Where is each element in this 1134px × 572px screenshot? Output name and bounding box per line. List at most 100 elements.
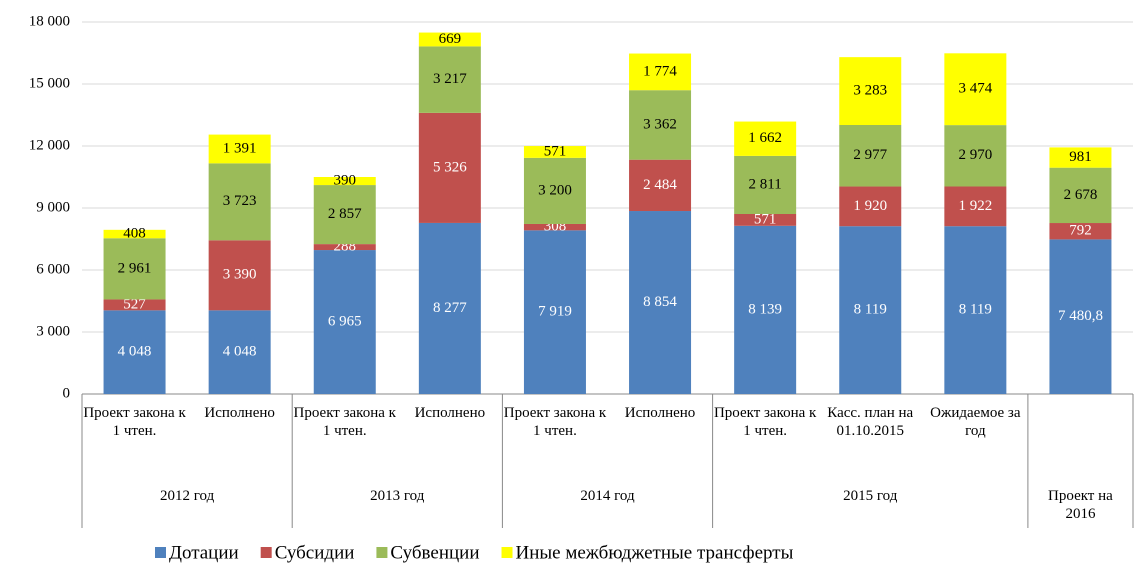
bar-segment [208, 310, 271, 394]
bar-segment [418, 46, 481, 113]
value-label: 1 662 [748, 130, 782, 146]
x-tick-label: Исполнено [624, 405, 696, 421]
bar-segment [103, 310, 166, 394]
bar-segment [208, 134, 271, 164]
value-label: 3 723 [223, 193, 257, 209]
value-label: 1 774 [643, 63, 677, 79]
legend-swatch [376, 547, 388, 558]
bar-segment [944, 186, 1007, 227]
bar-segment [629, 211, 692, 394]
y-tick-label: 6 000 [36, 261, 70, 277]
value-label: 8 139 [748, 301, 782, 317]
bar-segment [1049, 147, 1112, 168]
bar-segment [944, 125, 1007, 187]
bar-segment [523, 146, 586, 158]
value-label: 981 [1069, 149, 1092, 165]
value-label: 3 217 [433, 71, 467, 87]
y-tick-label: 15 000 [29, 75, 70, 91]
value-label: 2 678 [1064, 187, 1098, 203]
value-label: 792 [1069, 223, 1092, 239]
value-label: 8 854 [643, 294, 677, 310]
group-label: 2013 год [370, 488, 425, 504]
x-tick-label: Ожидаемое за год [930, 405, 1021, 439]
bar-segment [839, 226, 902, 394]
value-label: 6 965 [328, 313, 362, 329]
bar-segment [839, 186, 902, 227]
x-tick-label: Проект закона к 1 чтен. [83, 405, 186, 439]
value-label: 408 [123, 225, 146, 241]
bar-segment [313, 250, 376, 394]
value-label: 3 200 [538, 182, 572, 198]
value-label: 3 283 [853, 83, 887, 99]
bar-segment [629, 53, 692, 91]
value-label: 571 [754, 211, 777, 227]
value-label: 4 048 [118, 344, 152, 360]
value-label: 1 391 [223, 140, 257, 156]
x-tick-label: Исполнено [204, 405, 275, 421]
bar-segment [523, 157, 586, 224]
bar-segment [734, 213, 797, 226]
bar-segment [1049, 223, 1112, 240]
y-tick-label: 12 000 [29, 137, 70, 153]
value-label: 2 977 [853, 147, 887, 163]
group-label: Проект на 2016 [1048, 488, 1113, 522]
bar-segment [103, 238, 166, 300]
value-label: 3 474 [958, 81, 992, 97]
value-label: 8 119 [854, 302, 887, 318]
value-label: 5 326 [433, 159, 467, 175]
bar-segment [103, 299, 166, 311]
value-label: 8 277 [433, 300, 467, 316]
bar-segment [313, 244, 376, 251]
x-tick-label: Проект закона к 1 чтен. [713, 405, 817, 439]
group-label: 2015 год [843, 488, 898, 504]
bar-segment [313, 185, 376, 245]
value-label: 2 811 [749, 176, 782, 192]
y-tick-label: 0 [63, 385, 71, 401]
value-label: 2 961 [118, 260, 152, 276]
value-label: 3 390 [223, 267, 257, 283]
value-label: 7 480,8 [1058, 308, 1103, 324]
legend-label: Иные межбюджетные трансферты [516, 542, 794, 563]
y-tick-label: 18 000 [29, 13, 70, 29]
value-label: 7 919 [538, 304, 572, 320]
group-label: 2014 год [580, 488, 635, 504]
y-tick-label: 3 000 [36, 323, 70, 339]
value-label: 390 [334, 172, 357, 188]
value-label: 1 922 [958, 198, 992, 214]
bar-segment [944, 53, 1007, 126]
bar-segment [523, 230, 586, 394]
value-label: 669 [439, 31, 462, 47]
bar-segment [734, 121, 797, 156]
value-label: 4 048 [223, 344, 257, 360]
bar-segment [629, 90, 692, 160]
value-label: 8 119 [959, 302, 992, 318]
value-label: 3 362 [643, 116, 677, 132]
x-tick-label: Проект закона к 1 чтен. [293, 405, 396, 439]
bar-segment [208, 163, 271, 241]
bar-segment [418, 112, 481, 223]
bar-segment [313, 177, 376, 186]
value-label: 2 484 [643, 177, 677, 193]
x-tick-label: Исполнено [414, 405, 486, 421]
group-label: 2012 год [159, 488, 215, 504]
bar-segment [944, 226, 1007, 394]
value-label: 1 920 [853, 198, 887, 214]
legend-swatch [501, 547, 513, 558]
bar-segment [1049, 239, 1112, 394]
x-tick-label: Касс. план на 01.10.2015 [827, 405, 914, 439]
value-label: 527 [123, 296, 146, 312]
bar-segment [208, 240, 271, 311]
y-tick-label: 9 000 [36, 199, 70, 215]
bar-segment [418, 222, 481, 394]
legend-label: Субсидии [275, 542, 355, 563]
legend-label: Субвенции [390, 542, 479, 563]
legend-swatch [260, 547, 272, 558]
legend-swatch [155, 547, 166, 558]
legend-label: Дотации [169, 542, 239, 563]
value-label: 2 857 [328, 206, 362, 222]
bar-segment [839, 125, 902, 187]
bar-segment [103, 229, 166, 239]
bar-segment [839, 57, 902, 126]
